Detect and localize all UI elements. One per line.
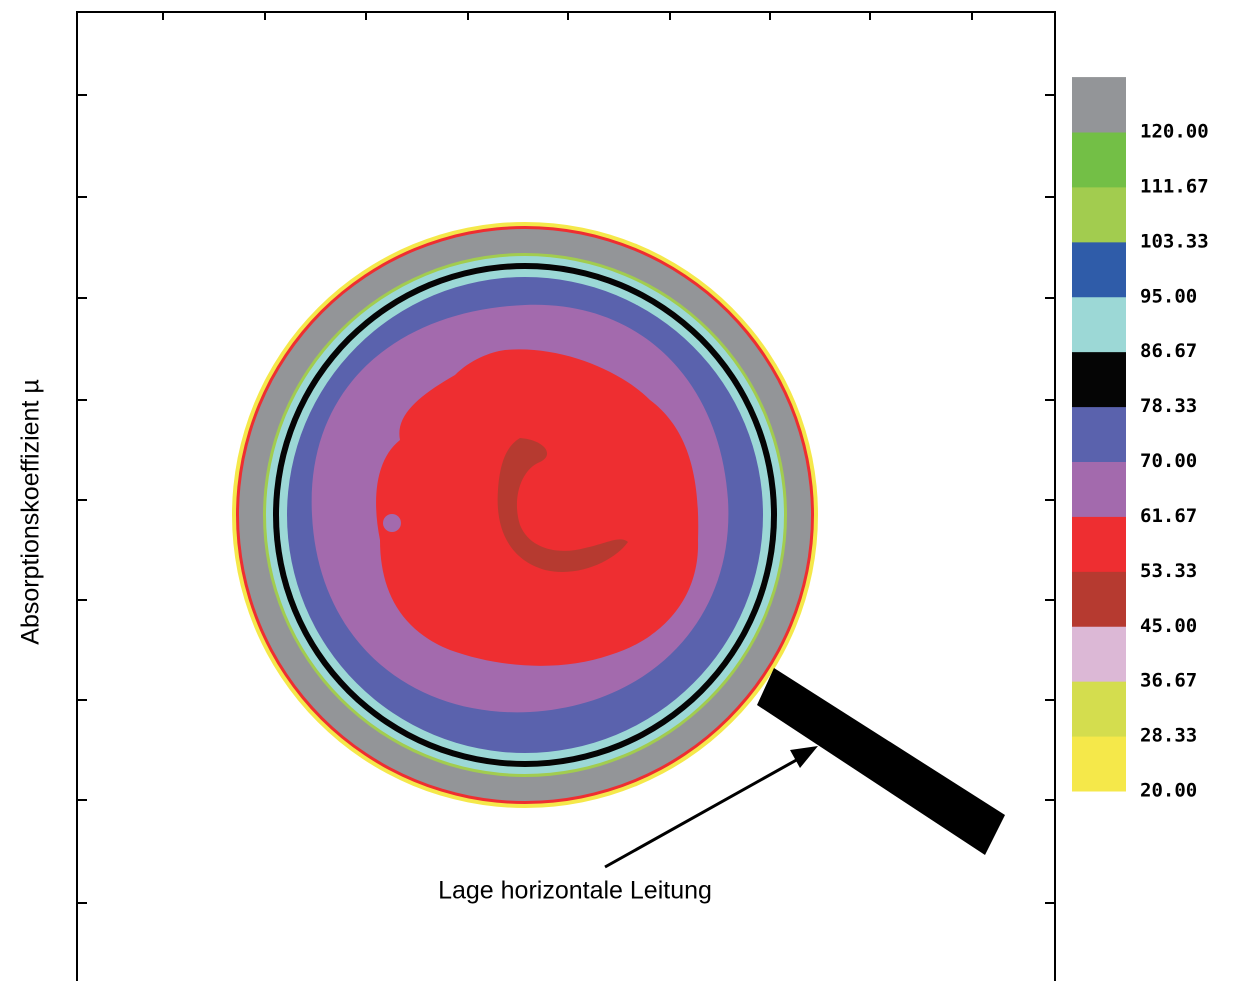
colorbar-tick-label: 103.33: [1140, 230, 1209, 252]
colorbar-band: [1072, 242, 1126, 297]
colorbar-band: [1072, 132, 1126, 187]
colorbar-tick-label: 45.00: [1140, 615, 1197, 637]
colorbar-tick-label: 28.33: [1140, 725, 1197, 747]
y-axis-label: Absorptionskoeffizient µ: [17, 379, 45, 644]
colorbar-band: [1072, 352, 1126, 407]
colorbar-band: [1072, 516, 1126, 571]
colorbar-band: [1072, 736, 1126, 791]
contour-field: [232, 222, 818, 808]
colorbar-band: [1072, 681, 1126, 736]
colorbar-band: [1072, 187, 1126, 242]
colorbar-tick-label: 53.33: [1140, 560, 1197, 582]
colorbar-band: [1072, 571, 1126, 626]
colorbar: 20.00 28.33 36.67 45.00 53.33 61.67 70.00 78.33…: [1072, 77, 1209, 801]
colorbar-tick-label: 95.00: [1140, 285, 1197, 307]
annotation: Lage horizontale Leitung: [438, 877, 712, 905]
arrow-head: [790, 746, 818, 768]
colorbar-tick-label: 111.67: [1140, 175, 1209, 197]
colorbar-band: [1072, 462, 1126, 517]
colorbar-band: [1072, 626, 1126, 681]
chart: Lage horizontale Leitung Absorptionskoef…: [0, 0, 1252, 981]
colorbar-band: [1072, 77, 1126, 132]
colorbar-tick-label: 36.67: [1140, 670, 1197, 692]
colorbar-tick-label: 120.00: [1140, 121, 1209, 143]
colorbar-tick-label: 61.67: [1140, 505, 1197, 527]
contour-region: [383, 514, 401, 532]
colorbar-tick-label: 78.33: [1140, 395, 1197, 417]
colorbar-tick-label: 86.67: [1140, 340, 1197, 362]
colorbar-band: [1072, 407, 1126, 462]
colorbar-band: [1072, 297, 1126, 352]
colorbar-tick-label: 20.00: [1140, 780, 1197, 802]
colorbar-tick-label: 70.00: [1140, 450, 1197, 472]
